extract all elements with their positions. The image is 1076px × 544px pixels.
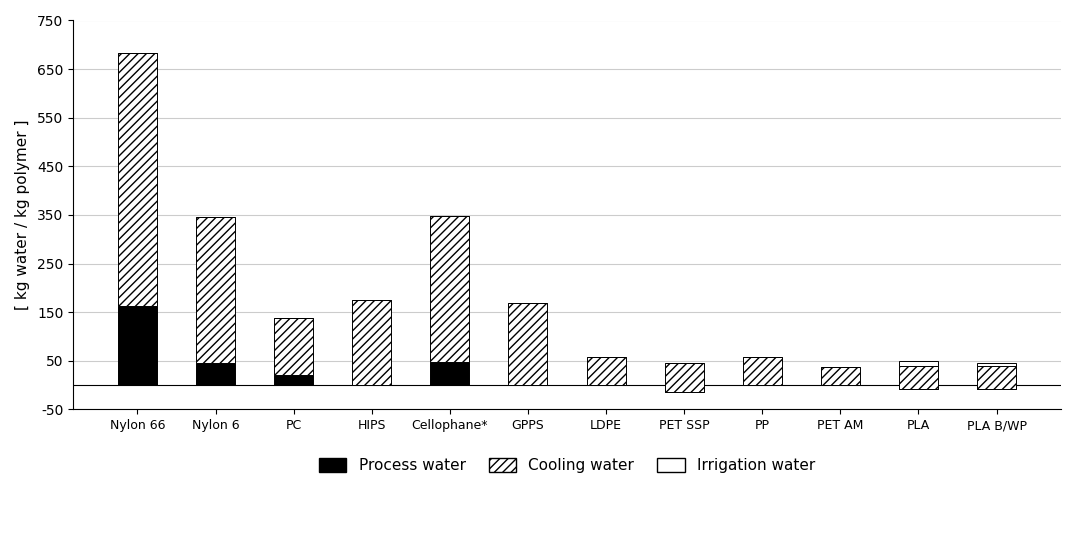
Bar xyxy=(665,363,704,392)
Bar xyxy=(898,366,938,389)
Bar xyxy=(430,362,469,385)
Bar xyxy=(977,385,1016,389)
Legend: Process water, Cooling water, Irrigation water: Process water, Cooling water, Irrigation… xyxy=(313,452,821,479)
Bar xyxy=(430,216,469,362)
Bar xyxy=(821,367,860,385)
Bar xyxy=(118,306,157,385)
Bar xyxy=(898,361,938,366)
Bar xyxy=(977,366,1016,389)
Bar xyxy=(196,363,235,385)
Bar xyxy=(742,357,782,385)
Bar xyxy=(898,385,938,389)
Bar xyxy=(196,218,235,363)
Bar xyxy=(977,363,1016,366)
Bar xyxy=(118,53,157,306)
Bar xyxy=(352,300,392,385)
Bar xyxy=(665,385,704,392)
Bar xyxy=(274,375,313,385)
Y-axis label: [ kg water / kg polymer ]: [ kg water / kg polymer ] xyxy=(15,120,30,310)
Bar xyxy=(509,304,548,385)
Bar xyxy=(274,318,313,375)
Bar xyxy=(586,357,625,385)
